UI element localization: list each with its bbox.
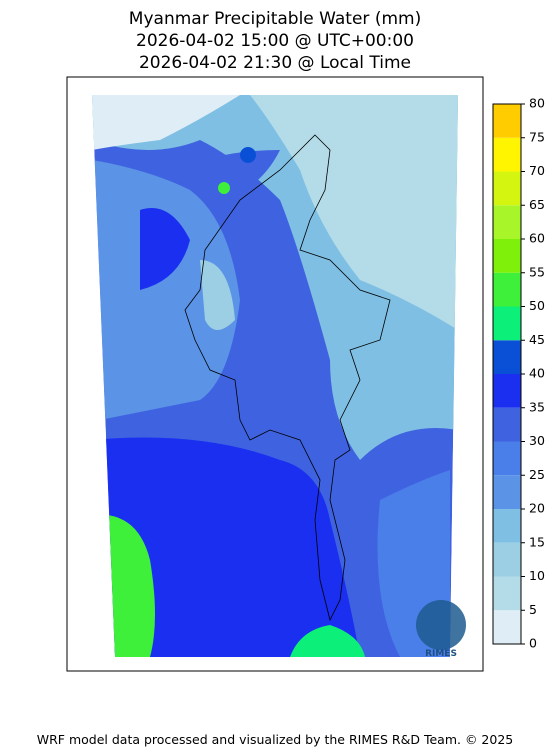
tick-label: 65 (529, 197, 545, 212)
title-line: 2026-04-02 21:30 @ Local Time (139, 53, 411, 73)
title-line: 2026-04-02 15:00 @ UTC+00:00 (136, 31, 414, 51)
colorbar-segment (493, 407, 521, 442)
tick-label: 55 (529, 264, 545, 279)
colorbar-segment (493, 475, 521, 509)
tick-label: 20 (529, 501, 545, 516)
colorbar-segment (493, 137, 521, 172)
colorbar-segment (493, 239, 521, 273)
field (92, 95, 458, 657)
colorbar-segment (493, 272, 521, 307)
tick-label: 50 (529, 298, 545, 313)
country-border (184, 134, 391, 622)
map: RIMES (66, 76, 484, 672)
tick-label: 60 (529, 231, 545, 246)
colorbar-segment (493, 306, 521, 341)
tick-label: 75 (529, 129, 545, 144)
colorbar-segment (493, 374, 521, 408)
colorbar-segment (493, 171, 521, 206)
footer: WRF model data processed and visualized … (37, 732, 513, 747)
colorbar-segment (493, 441, 521, 476)
tick-label: 30 (529, 433, 545, 448)
tick-label: 15 (529, 534, 545, 549)
colorbar-segment (493, 610, 521, 644)
tick-label: 45 (529, 332, 545, 347)
tick-label: 70 (529, 163, 545, 178)
colorbar: 0 5 10 15 20 25 30 35 40 45 50 55 60 65 70 75 80 (492, 96, 545, 651)
colorbar-segment (493, 104, 521, 138)
tick-label: 5 (529, 602, 537, 617)
colorbar-segment (493, 509, 521, 543)
tick-label: 10 (529, 568, 545, 583)
tick-label: 80 (529, 96, 545, 111)
colorbar-segment (493, 576, 521, 611)
tick-label: 0 (529, 636, 537, 651)
colorbar-segment (493, 205, 521, 239)
title-line: Myanmar Precipitable Water (mm) (129, 9, 421, 29)
colorbar-segment (493, 542, 521, 577)
tick-label: 35 (529, 399, 545, 414)
colorbar-segment (493, 340, 521, 374)
logo-text: RIMES (425, 649, 457, 659)
tick-label: 40 (529, 366, 545, 381)
logo (416, 600, 466, 650)
tick-label: 25 (529, 467, 545, 482)
